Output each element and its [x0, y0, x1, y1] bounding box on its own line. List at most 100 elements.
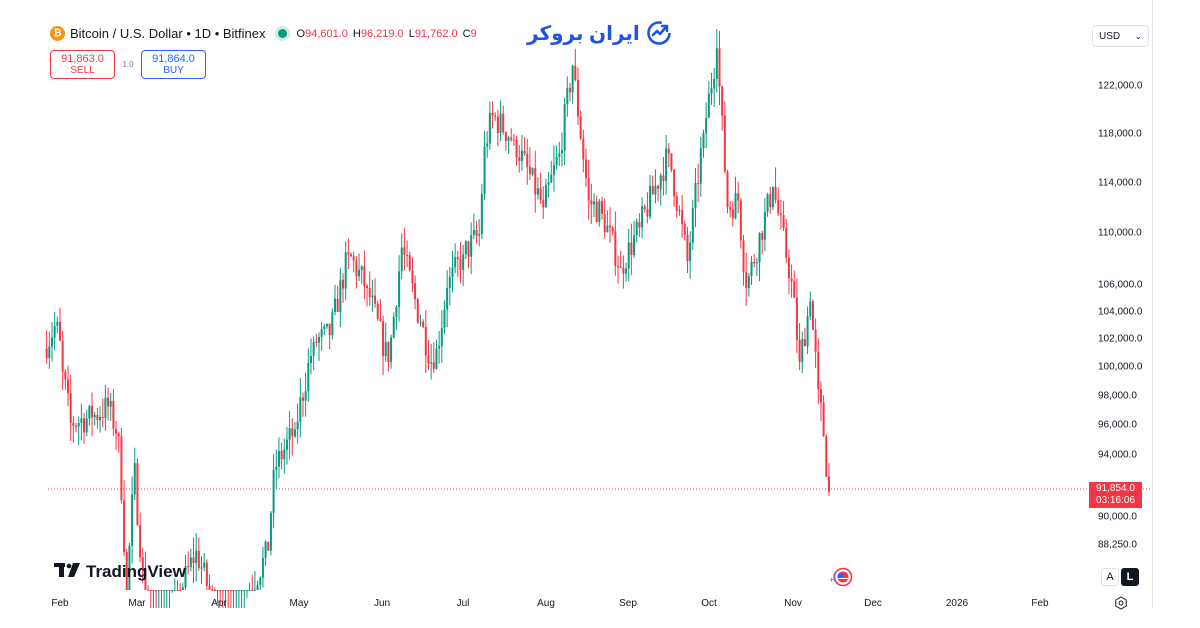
- candle-body: [811, 301, 814, 330]
- candle-body: [189, 557, 192, 568]
- candle-body: [48, 346, 51, 359]
- candle-body: [224, 590, 227, 591]
- candle-body: [88, 405, 91, 419]
- candle-body: [334, 298, 337, 312]
- time-tick: Apr: [211, 598, 227, 609]
- candle-body: [131, 494, 134, 546]
- candle-body: [763, 211, 766, 240]
- candle-body: [371, 295, 374, 298]
- buy-label: BUY: [163, 65, 184, 76]
- price-tick: 106,000.0: [1098, 279, 1143, 291]
- candle-body: [488, 112, 491, 144]
- candle-body: [798, 339, 801, 363]
- currency-select[interactable]: USD ⌄: [1092, 25, 1149, 47]
- candle-body: [440, 327, 443, 347]
- ohlc-close: C9: [462, 27, 477, 40]
- price-tick: 122,000.0: [1098, 80, 1143, 92]
- candle-body: [710, 88, 713, 94]
- last-price-value: 91,854.0: [1096, 483, 1135, 494]
- candle-body: [117, 433, 120, 437]
- candle-body: [814, 329, 817, 352]
- candlestick-chart[interactable]: [0, 0, 1152, 608]
- candle-body: [67, 379, 70, 394]
- candle-body: [630, 242, 633, 255]
- candle-body: [774, 187, 777, 201]
- candle-body: [422, 321, 425, 327]
- candle-body: [336, 298, 339, 312]
- candle-body: [731, 209, 734, 219]
- candle-body: [827, 476, 830, 493]
- candles: [45, 29, 830, 608]
- candle-body: [398, 271, 401, 307]
- symbol-title[interactable]: Bitcoin / U.S. Dollar • 1D • Bitfinex: [70, 26, 266, 41]
- price-tick: 100,000.0: [1098, 361, 1143, 373]
- candle-body: [483, 146, 486, 194]
- candle-body: [803, 339, 806, 347]
- ohlc-low: L91,762.0: [408, 27, 458, 40]
- candle-body: [315, 341, 318, 343]
- candle-body: [689, 242, 692, 262]
- candle-body: [502, 113, 505, 133]
- candle-body: [611, 227, 614, 232]
- candle-body: [309, 356, 312, 363]
- candle-body: [112, 400, 115, 429]
- candle-body: [259, 577, 262, 585]
- candle-body: [152, 590, 155, 591]
- currency-value: USD: [1099, 30, 1121, 42]
- tradingview-wordmark: TradingView: [86, 562, 186, 581]
- candle-body: [403, 247, 406, 255]
- candle-body: [806, 316, 809, 347]
- candle-body: [272, 469, 275, 513]
- tradingview-watermark[interactable]: TradingView: [54, 562, 186, 582]
- price-tick: 96,000.0: [1098, 419, 1137, 431]
- candle-body: [229, 590, 232, 591]
- candle-body: [601, 201, 604, 214]
- candle-body: [451, 267, 454, 278]
- candle-body: [157, 590, 160, 591]
- candle-body: [165, 590, 168, 591]
- candle-body: [355, 260, 358, 277]
- candle-body: [568, 87, 571, 93]
- settings-gear-icon[interactable]: [1114, 596, 1128, 610]
- log-scale-button[interactable]: L: [1121, 568, 1139, 586]
- candle-body: [227, 590, 230, 591]
- candle-body: [155, 590, 158, 591]
- candle-body: [793, 281, 796, 298]
- ohlc-high: H96,219.0: [352, 27, 404, 40]
- sell-button[interactable]: 91,863.0 SELL: [50, 50, 115, 79]
- candle-body: [91, 405, 94, 418]
- us-economic-event-icon[interactable]: +: [823, 567, 857, 587]
- candle-body: [609, 225, 612, 228]
- candle-body: [681, 210, 684, 224]
- candle-body: [606, 225, 609, 233]
- candle-body: [384, 341, 387, 357]
- auto-scale-button[interactable]: A: [1101, 568, 1119, 586]
- candle-body: [649, 185, 652, 217]
- time-tick: Feb: [51, 598, 69, 609]
- bar-countdown: 03:16:06: [1096, 495, 1135, 506]
- candle-body: [550, 174, 553, 183]
- bitcoin-icon: ₿: [50, 26, 65, 41]
- candle-body: [379, 318, 382, 322]
- candle-body: [213, 590, 216, 591]
- time-tick: Aug: [537, 598, 555, 609]
- candle-body: [435, 348, 438, 369]
- candle-body: [99, 416, 102, 421]
- candle-body: [251, 590, 254, 591]
- candle-body: [539, 188, 542, 201]
- candle-body: [627, 242, 630, 269]
- candle-body: [141, 557, 144, 570]
- candle-body: [432, 362, 435, 369]
- candle-body: [83, 418, 86, 433]
- buy-button[interactable]: 91,864.0 BUY: [141, 50, 206, 79]
- candle-body: [416, 299, 419, 323]
- candle-body: [769, 194, 772, 208]
- candle-body: [75, 425, 78, 427]
- candle-body: [326, 323, 328, 327]
- ohlc-open: O94,601.0: [296, 27, 348, 40]
- candle-body: [758, 232, 761, 263]
- candle-body: [472, 230, 475, 236]
- candle-body: [531, 168, 534, 175]
- candle-body: [187, 566, 190, 568]
- candle-body: [456, 257, 459, 260]
